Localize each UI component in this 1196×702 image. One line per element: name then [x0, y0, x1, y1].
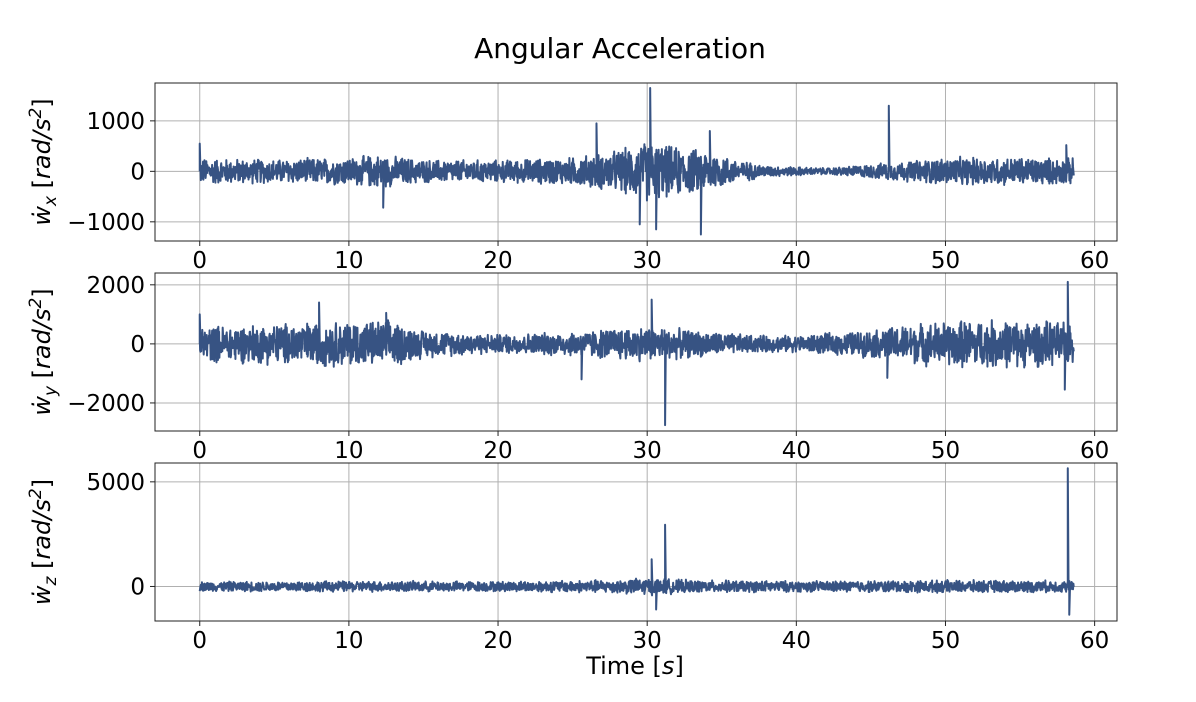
chart-title: Angular Acceleration — [474, 32, 766, 65]
subplot-x: 0 10 20 30 40 50 60 −1000 0 1000 ẇx [rad/s2] — [26, 82, 1118, 274]
y-axis-label-x: ẇx [rad/s2] — [26, 98, 61, 225]
x-tick-label: 10 — [334, 438, 363, 464]
x-tick-label: 40 — [782, 628, 811, 654]
y-axis-label-z: ẇz [rad/s2] — [26, 479, 61, 605]
y-axis-label-y: ẇy [rad/s2] — [26, 288, 61, 415]
y-tick-label: −2000 — [67, 391, 145, 417]
series-line-z — [198, 467, 1075, 616]
x-tick-label: 60 — [1080, 248, 1109, 274]
x-tick-label: 40 — [782, 248, 811, 274]
x-tick-label: 30 — [633, 248, 662, 274]
x-tick-label: 0 — [192, 438, 207, 464]
axes-frame — [154, 82, 1118, 242]
x-axis-label: Time [s] — [585, 652, 684, 680]
series-line-y — [198, 280, 1075, 427]
axes-frame — [154, 462, 1118, 622]
y-tick-label: 0 — [130, 332, 145, 358]
x-tick-label: 50 — [931, 438, 960, 464]
subplot-z: 0 10 20 30 40 50 60 0 5000 ẇz [rad/s2] — [26, 462, 1118, 654]
x-tick-label: 10 — [334, 248, 363, 274]
y-tick-label: 1000 — [86, 109, 145, 135]
x-tick-label: 0 — [192, 628, 207, 654]
x-tick-label: 20 — [483, 628, 512, 654]
x-tick-label: 40 — [782, 438, 811, 464]
y-tick-label: 5000 — [86, 470, 145, 496]
x-tick-label: 10 — [334, 628, 363, 654]
subplot-y: 0 10 20 30 40 50 60 −2000 0 2000 ẇy [rad/s2] — [26, 272, 1118, 464]
x-tick-label: 50 — [931, 628, 960, 654]
series-line-x — [198, 87, 1075, 236]
x-tick-label: 30 — [633, 628, 662, 654]
x-tick-label: 20 — [483, 248, 512, 274]
x-tick-label: 0 — [192, 248, 207, 274]
y-tick-label: 0 — [130, 159, 145, 185]
axes-frame — [154, 272, 1118, 432]
x-tick-label: 60 — [1080, 628, 1109, 654]
x-tick-label: 30 — [633, 438, 662, 464]
y-tick-label: 2000 — [86, 273, 145, 299]
x-tick-label: 50 — [931, 248, 960, 274]
y-tick-label: 0 — [130, 574, 145, 600]
x-tick-label: 60 — [1080, 438, 1109, 464]
y-tick-label: −1000 — [67, 210, 145, 236]
x-tick-label: 20 — [483, 438, 512, 464]
